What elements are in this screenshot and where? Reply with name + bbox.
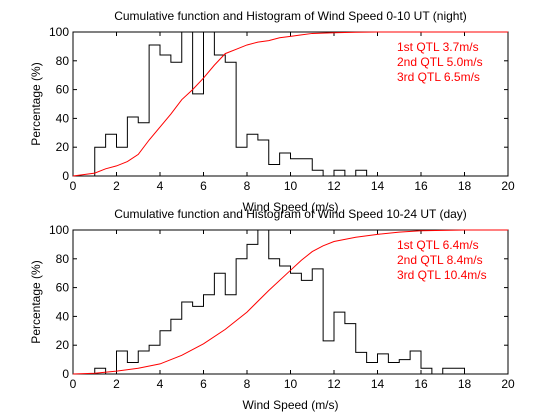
y-axis-label: Percentage (%): [29, 62, 43, 145]
y-tick-label: 60: [56, 83, 70, 97]
y-tick-label: 20: [56, 140, 70, 154]
x-tick-label: 16: [414, 377, 428, 391]
y-axis-label: Percentage (%): [29, 260, 43, 343]
histogram-series: [94, 229, 476, 375]
quartile-annotation: 1st QTL 6.4m/s: [397, 238, 479, 252]
x-tick-label: 0: [70, 179, 77, 193]
x-tick-label: 10: [284, 179, 298, 193]
y-tick-label: 80: [56, 252, 70, 266]
subplot-2: 0 2 4 6 8 10 12 14 16 18 20 0 20 40 60 80 100 Cumulative …: [29, 207, 515, 412]
x-axis-label: Wind Speed (m/s): [242, 398, 338, 412]
y-tick-label: 0: [62, 169, 69, 183]
y-tick-label: 100: [49, 223, 69, 237]
quartile-annotation: 2nd QTL 5.0m/s: [397, 55, 483, 69]
quartile-annotation: 1st QTL 3.7m/s: [397, 40, 479, 54]
cumulative-series: [72, 229, 508, 375]
x-tick-label: 20: [501, 377, 515, 391]
x-tick-label: 12: [327, 179, 341, 193]
x-tick-label: 6: [200, 377, 207, 391]
y-tick-label: 20: [56, 338, 70, 352]
chart-title: Cumulative function and Histogram of Win…: [114, 207, 467, 221]
y-tick-label: 40: [56, 111, 70, 125]
x-tick-label: 8: [244, 179, 251, 193]
x-tick-label: 14: [371, 377, 385, 391]
x-tick-label: 6: [200, 179, 207, 193]
x-tick-label: 18: [458, 377, 472, 391]
x-tick-label: 10: [284, 377, 298, 391]
x-tick-label: 18: [458, 179, 472, 193]
x-tick-label: 2: [113, 179, 120, 193]
quartile-annotation: 2nd QTL 8.4m/s: [397, 253, 483, 267]
x-tick-label: 2: [113, 377, 120, 391]
subplot-1: 0 2 4 6 8 10 12 14 16 18 20 0 20 40 60 80 100 Cumulative …: [29, 9, 515, 214]
y-tick-label: 80: [56, 54, 70, 68]
x-tick-label: 4: [157, 179, 164, 193]
y-tick-label: 60: [56, 281, 70, 295]
y-tick-label: 40: [56, 309, 70, 323]
x-tick-label: 4: [157, 377, 164, 391]
plot-area: [72, 31, 509, 177]
cumulative-series: [72, 31, 508, 177]
x-tick-label: 16: [414, 179, 428, 193]
plot-area: [72, 229, 509, 375]
quartile-annotation: 3rd QTL 10.4m/s: [397, 268, 487, 282]
chart-title: Cumulative function and Histogram of Win…: [114, 9, 467, 23]
quartile-annotation: 3rd QTL 6.5m/s: [397, 70, 480, 84]
x-tick-label: 14: [371, 179, 385, 193]
x-tick-label: 0: [70, 377, 77, 391]
histogram-series: [94, 31, 389, 177]
y-tick-label: 0: [62, 367, 69, 381]
x-axis-label: Wind Speed (m/s): [242, 200, 338, 214]
x-tick-label: 12: [327, 377, 341, 391]
x-tick-label: 8: [244, 377, 251, 391]
x-tick-label: 20: [501, 179, 515, 193]
y-tick-label: 100: [49, 25, 69, 39]
